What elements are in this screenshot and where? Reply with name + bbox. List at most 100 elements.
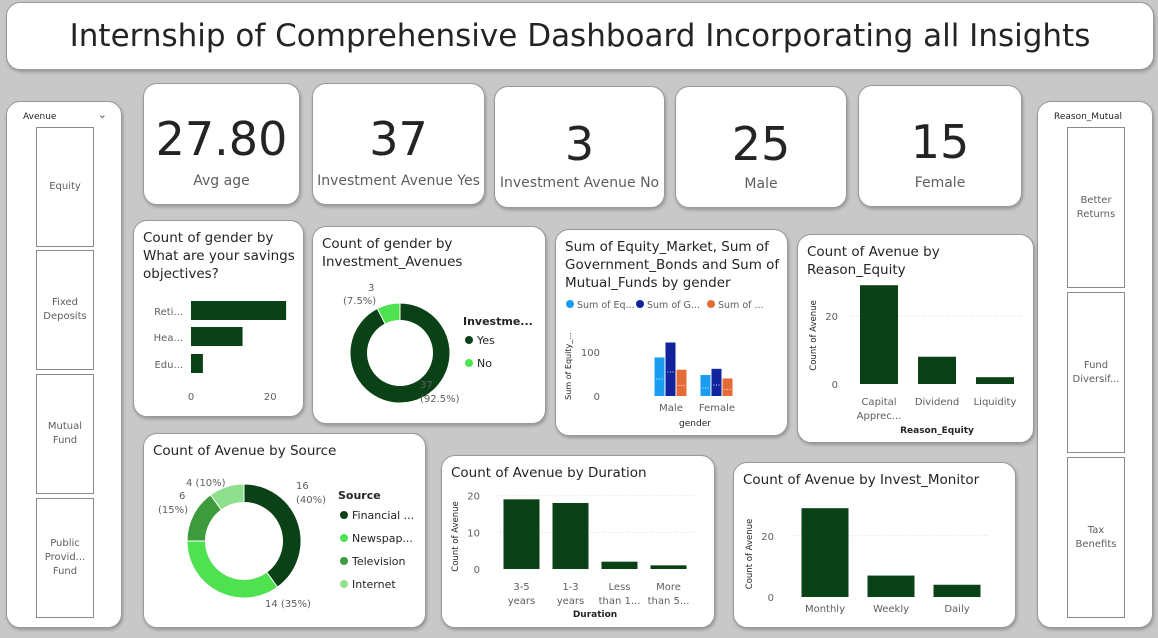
x-tick-label: 0 [188, 392, 194, 403]
bar [601, 561, 638, 569]
x-tick-label: Apprec... [857, 411, 902, 422]
bar [665, 342, 676, 396]
bar [801, 508, 849, 597]
x-axis-title: Reason_Equity [900, 426, 974, 436]
invest-monitor-chart: Count of Avenue by Invest_Monitor 0 20 Mon… [733, 462, 1016, 628]
bar [676, 369, 687, 396]
gender-sums-chart: Sum of Equity_Market, Sum of Government_… [555, 229, 788, 436]
x-tick-label: 20 [264, 392, 277, 403]
x-tick-label: than 1... [599, 596, 641, 607]
kpi-label: Avg age [193, 173, 250, 189]
legend-label: Yes [476, 334, 495, 347]
reason-option-fund-diversification[interactable]: Fund Diversif... [1067, 292, 1125, 453]
y-tick-label: 20 [825, 312, 838, 323]
savings-chart-plot: Reti... Hea... Edu... 0 20 [154, 301, 287, 403]
reason-option-better-returns[interactable]: Better Returns [1067, 127, 1125, 288]
chart-title: Count of gender by What are your savings… [143, 230, 295, 282]
avenue-option-mutual-fund[interactable]: Mutual Fund [36, 374, 94, 494]
chart-title: Count of Avenue by Duration [451, 465, 647, 481]
avenue-option-public-provident-fund[interactable]: Public Provid... Fund [36, 498, 94, 618]
duration-plot: 0 10 20 3-5 years 1-3 years Less than 1... More th… [451, 492, 693, 620]
chart-title: Sum of Equity_Market, Sum of Government_… [565, 239, 780, 291]
kpi-investment-yes: 37 Investment Avenue Yes [312, 83, 485, 205]
bar-data-label: ... [678, 379, 686, 388]
y-tick-label: 20 [467, 492, 480, 503]
bar [191, 301, 287, 320]
x-tick-label: Daily [944, 604, 969, 615]
x-tick-label: 1-3 [562, 582, 578, 593]
reason-option-tax-benefits[interactable]: Tax Benefits [1067, 457, 1125, 618]
bar [867, 575, 915, 597]
chart-title: Count of Avenue by Source [153, 443, 337, 459]
data-label: 14 (35%) [265, 599, 311, 610]
data-label: 4 (10%) [186, 478, 226, 489]
kpi-value: 27.80 [155, 112, 288, 166]
kpi-label: Investment Avenue Yes [317, 173, 480, 189]
y-tick-label: 100 [581, 348, 600, 359]
x-tick-label: than 5... [648, 596, 690, 607]
source-chart: Count of Avenue by Source 16 (40%) 14 (35%… [143, 433, 426, 628]
y-tick-label: Hea... [154, 333, 183, 344]
legend-marker [340, 557, 348, 565]
bar [503, 499, 540, 569]
legend-title: Source [338, 489, 381, 502]
bar-data-label: ... [724, 383, 732, 392]
bar [933, 584, 981, 597]
bar [654, 357, 665, 396]
bar-data-label: ... [713, 378, 721, 387]
kpi-label: Investment Avenue No [499, 175, 660, 191]
data-label: 37 [420, 380, 433, 391]
avenue-option-fixed-deposits[interactable]: Fixed Deposits [36, 250, 94, 370]
kpi-value: 25 [731, 117, 791, 171]
x-tick-label: Less [609, 582, 631, 593]
bar [191, 327, 243, 346]
duration-chart: Count of Avenue by Duration 0 10 20 3-5 year… [441, 455, 715, 628]
y-tick-label: 0 [594, 392, 600, 403]
avenue-slicer[interactable]: Avenue ⌄ Equity Fixed Deposits Mutual Fu… [6, 101, 122, 628]
data-label: 6 [179, 491, 185, 502]
x-tick-label: years [508, 596, 536, 607]
kpi-value: 15 [910, 115, 970, 169]
gender-sums-plot: Sum of Eq... Sum of G... Sum of ... 0 100...… [564, 300, 764, 429]
title-banner: Internship of Comprehensive Dashboard In… [6, 2, 1154, 70]
chevron-down-icon[interactable]: ⌄ [97, 108, 107, 121]
x-tick-label: Female [699, 403, 735, 414]
bar [722, 378, 733, 396]
legend-label: Sum of G... [647, 300, 700, 311]
reason-equity-plot: 0 20 Capital Apprec... Dividend Liquidity Coun… [809, 285, 1024, 436]
reason-mutual-slicer[interactable]: Reason_Mutual Better Returns Fund Divers… [1037, 101, 1153, 628]
x-tick-label: years [557, 596, 585, 607]
data-label: 16 [296, 481, 309, 492]
legend-marker [465, 359, 473, 367]
y-axis-title: Count of Avenue [809, 300, 819, 370]
legend-label: No [477, 357, 492, 370]
investment-avenues-hole [367, 320, 433, 386]
y-axis-title: Sum of Equity_... [564, 332, 573, 400]
kpi-label: Male [744, 176, 778, 192]
data-label: (92.5%) [420, 394, 460, 405]
kpi-label: Female [914, 175, 966, 191]
legend-marker [340, 534, 348, 542]
savings-objectives-chart: Count of gender by What are your savings… [133, 220, 304, 417]
bar-data-label: ... [656, 373, 664, 382]
x-tick-label: 3-5 [513, 582, 529, 593]
x-tick-label: Male [659, 403, 683, 414]
legend-marker [707, 300, 715, 308]
reason-mutual-slicer-header: Reason_Mutual [1054, 112, 1123, 122]
x-axis-title: gender [679, 419, 711, 429]
legend-marker [465, 336, 473, 344]
y-tick-label: 20 [761, 532, 774, 543]
legend-label: Internet [352, 578, 396, 591]
bar [650, 565, 687, 569]
bar [191, 354, 203, 373]
legend-label: Television [351, 555, 406, 568]
avenue-option-equity[interactable]: Equity [36, 127, 94, 247]
y-axis-title: Count of Avenue [451, 501, 461, 571]
legend-marker [636, 300, 644, 308]
kpi-male: 25 Male [675, 86, 847, 208]
source-donut: 16 (40%) 14 (35%) 6 (15%) 4 (10%) Source Financ… [158, 478, 414, 610]
bar [552, 503, 589, 569]
x-axis-title: Duration [573, 610, 617, 620]
legend-label: Financial ... [352, 509, 414, 522]
chart-title: Count of Avenue by Reason_Equity [807, 244, 940, 278]
